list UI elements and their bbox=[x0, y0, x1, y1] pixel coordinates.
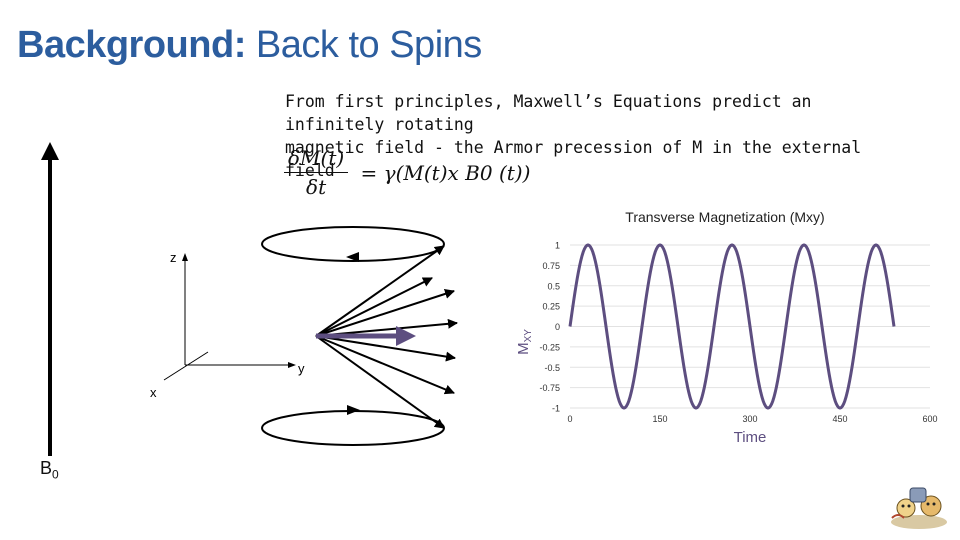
intro-line-1: From first principles, Maxwell’s Equatio… bbox=[285, 92, 812, 134]
top-precession-ellipse bbox=[261, 226, 445, 262]
x-axis-label: Time bbox=[734, 429, 767, 446]
bloch-equation: δM(t) δt = γ(M(t)x B0 (t)) bbox=[284, 146, 530, 199]
y-axis-label: MXY bbox=[515, 329, 534, 355]
spin-vector bbox=[315, 335, 445, 429]
title-bold: Background: bbox=[17, 24, 246, 66]
x-tick-label: 600 bbox=[922, 414, 937, 424]
net-magnetization-arrow-icon bbox=[396, 326, 416, 346]
b0-label: B0 bbox=[40, 458, 59, 482]
equation-numerator: δM(t) bbox=[284, 146, 349, 173]
b0-arrow-icon bbox=[41, 142, 59, 456]
y-tick-label: 0 bbox=[555, 322, 560, 332]
transverse-magnetization-chart: Transverse Magnetization (Mxy) 1 0.75 0.5 0… bbox=[515, 209, 938, 446]
y-tick-label: -0.5 bbox=[544, 363, 560, 373]
axis-z-label: z bbox=[170, 250, 177, 265]
axis-y-label: y bbox=[298, 361, 305, 376]
axis-x-label: x bbox=[150, 385, 157, 400]
equation-rhs: = γ(M(t)x B0 (t)) bbox=[360, 160, 531, 185]
y-tick-label: -0.75 bbox=[539, 383, 560, 393]
x-tick-label: 150 bbox=[652, 414, 667, 424]
title-rest: Back to Spins bbox=[255, 24, 482, 66]
y-tick-label: 1 bbox=[555, 241, 560, 251]
precession-diagram bbox=[261, 226, 458, 446]
x-tick-label: 300 bbox=[742, 414, 757, 424]
intro-text: From first principles, Maxwell’s Equatio… bbox=[285, 90, 885, 182]
y-tick-label: -0.25 bbox=[539, 342, 560, 352]
intro-line-2: magnetic field - the Armor precession of… bbox=[285, 138, 862, 180]
x-tick-label: 450 bbox=[832, 414, 847, 424]
chart-title: Transverse Magnetization (Mxy) bbox=[625, 209, 824, 225]
b0-label-base: B bbox=[40, 458, 53, 478]
spin-vector bbox=[315, 289, 455, 337]
page-title: Background: Back to Spins bbox=[17, 24, 482, 67]
y-tick-label: -1 bbox=[552, 404, 560, 414]
bottom-precession-ellipse bbox=[261, 410, 445, 446]
spin-vector bbox=[315, 277, 433, 337]
y-axis-label-base: M bbox=[515, 342, 532, 355]
x-tick-label: 0 bbox=[567, 414, 572, 424]
bottom-ellipse-arrow-icon bbox=[347, 405, 360, 415]
top-ellipse-arrow-icon bbox=[346, 252, 359, 262]
y-tick-label: 0.5 bbox=[547, 281, 560, 291]
mascot-illustration-icon bbox=[891, 487, 947, 529]
y-axis-label-subscript: XY bbox=[523, 329, 534, 343]
b0-label-subscript: 0 bbox=[52, 467, 59, 482]
y-tick-label: 0.25 bbox=[542, 302, 560, 312]
equation-fraction: δM(t) δt bbox=[284, 146, 349, 199]
series-line bbox=[568, 243, 896, 410]
spin-vector bbox=[315, 335, 456, 362]
coordinate-axes: z y x bbox=[150, 250, 305, 400]
spin-vector bbox=[315, 245, 445, 337]
y-tick-label: 0.75 bbox=[542, 261, 560, 271]
equation-denominator: δt bbox=[306, 175, 327, 199]
spin-vector bbox=[315, 335, 455, 395]
